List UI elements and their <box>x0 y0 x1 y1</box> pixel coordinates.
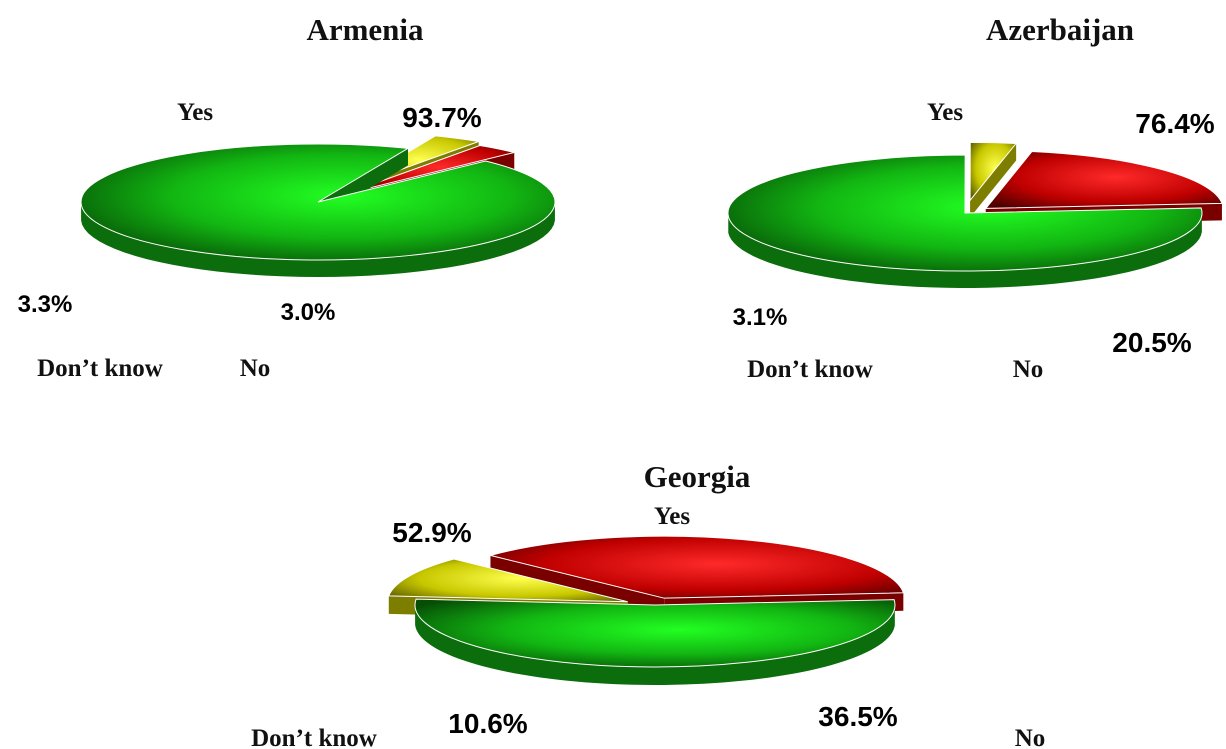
pie-slice-yes <box>727 154 1203 288</box>
value-label-no: 3.0% <box>281 299 336 326</box>
pie-area <box>727 141 1223 288</box>
value-label-dont-know: 3.1% <box>733 304 788 331</box>
category-label-no: No <box>1013 356 1044 383</box>
pie-chart-armenia: Armenia Yes 93.7% 3.3% 3.0% Don’t know N… <box>18 12 556 382</box>
pie-chart-georgia: Georgia Yes 52.9% 10.6% 36.5% Don’t know… <box>251 459 1045 749</box>
value-label-dont-know: 3.3% <box>18 291 73 318</box>
pie-area <box>80 135 556 277</box>
category-label-yes: Yes <box>177 99 213 126</box>
category-label-dont-know: Don’t know <box>747 356 873 383</box>
pie-area <box>388 535 905 685</box>
pie-chart-azerbaijan: Azerbaijan Yes 76.4% 3.1% 20.5% Don’t kn… <box>727 12 1223 383</box>
category-label-dont-know: Don’t know <box>251 725 377 749</box>
pie-slice-don-t-know <box>969 141 1018 218</box>
value-label-yes: 76.4% <box>1135 108 1214 139</box>
value-label-yes: 93.7% <box>402 102 481 133</box>
pie-slice-yes <box>80 143 556 277</box>
category-label-yes: Yes <box>927 99 963 126</box>
value-label-yes: 52.9% <box>392 517 471 548</box>
category-label-yes: Yes <box>654 503 690 530</box>
category-label-no: No <box>1015 725 1046 749</box>
value-label-dont-know: 10.6% <box>448 708 527 739</box>
chart-title: Armenia <box>306 12 424 47</box>
chart-title: Georgia <box>644 459 751 494</box>
pie-slice-yes <box>414 598 896 685</box>
category-label-no: No <box>240 355 271 382</box>
value-label-no: 36.5% <box>818 701 897 732</box>
chart-title: Azerbaijan <box>986 12 1134 47</box>
category-label-dont-know: Don’t know <box>37 355 163 382</box>
value-label-no: 20.5% <box>1112 327 1191 358</box>
